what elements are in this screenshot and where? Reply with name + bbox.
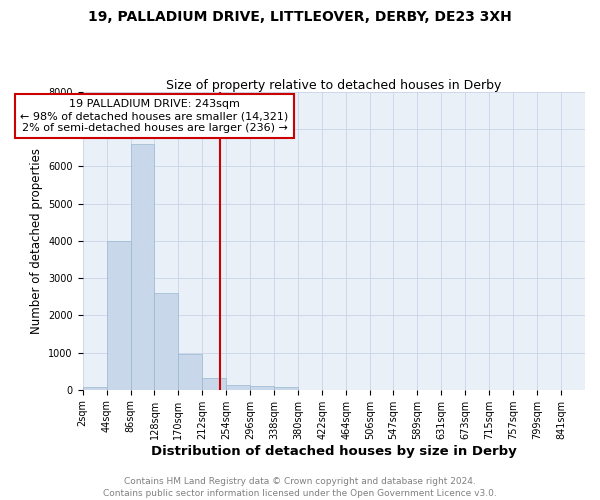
Bar bbox=[154, 293, 178, 390]
Bar bbox=[274, 387, 298, 390]
Bar bbox=[226, 386, 250, 390]
Bar bbox=[83, 387, 107, 390]
Bar bbox=[178, 354, 202, 390]
Text: 19 PALLADIUM DRIVE: 243sqm
← 98% of detached houses are smaller (14,321)
2% of s: 19 PALLADIUM DRIVE: 243sqm ← 98% of deta… bbox=[20, 100, 289, 132]
Text: 19, PALLADIUM DRIVE, LITTLEOVER, DERBY, DE23 3XH: 19, PALLADIUM DRIVE, LITTLEOVER, DERBY, … bbox=[88, 10, 512, 24]
Bar bbox=[131, 144, 154, 390]
Text: Contains HM Land Registry data © Crown copyright and database right 2024.
Contai: Contains HM Land Registry data © Crown c… bbox=[103, 476, 497, 498]
Title: Size of property relative to detached houses in Derby: Size of property relative to detached ho… bbox=[166, 79, 502, 92]
Bar bbox=[202, 378, 226, 390]
Y-axis label: Number of detached properties: Number of detached properties bbox=[30, 148, 43, 334]
Bar bbox=[107, 241, 131, 390]
X-axis label: Distribution of detached houses by size in Derby: Distribution of detached houses by size … bbox=[151, 444, 517, 458]
Bar bbox=[250, 386, 274, 390]
